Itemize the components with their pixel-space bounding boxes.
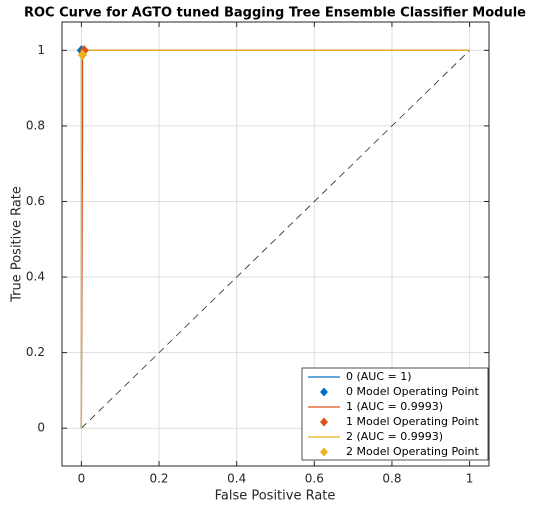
legend-label: 0 (AUC = 1) [346, 370, 412, 383]
operating-point [77, 49, 88, 61]
legend-swatch [320, 417, 328, 427]
x-tick-label: 0.8 [382, 472, 401, 486]
x-axis-label: False Positive Rate [215, 489, 336, 504]
y-tick-label: 0.2 [26, 345, 45, 359]
y-tick-label: 0.6 [26, 194, 45, 208]
reference-line [81, 50, 470, 429]
legend-box [301, 367, 489, 461]
axes-box [61, 21, 490, 467]
y-tick-label: 0 [37, 421, 45, 435]
legend-label: 1 (AUC = 0.9993) [346, 400, 443, 413]
x-tick-label: 0.6 [305, 472, 324, 486]
legend-label: 1 Model Operating Point [346, 415, 480, 428]
legend-label: 2 (AUC = 0.9993) [346, 430, 443, 443]
legend-swatch [320, 387, 328, 397]
chart-title: ROC Curve for AGTO tuned Bagging Tree En… [24, 6, 526, 21]
legend: 0 (AUC = 1) 0 Model Operating Point 1 (AUC… [301, 367, 489, 461]
x-tick-label: 1 [466, 472, 474, 486]
legend-label: 0 Model Operating Point [346, 385, 480, 398]
y-axis-label: True Positive Rate [10, 186, 25, 303]
x-tick-label: 0.2 [149, 472, 168, 486]
legend-label: 2 Model Operating Point [346, 445, 480, 458]
y-tick-label: 1 [37, 43, 45, 57]
x-tick-label: 0 [78, 472, 86, 486]
y-tick-label: 0.4 [26, 270, 45, 284]
x-tick-label: 0.4 [227, 472, 246, 486]
legend-swatch [320, 447, 328, 457]
y-tick-label: 0.8 [26, 118, 45, 132]
